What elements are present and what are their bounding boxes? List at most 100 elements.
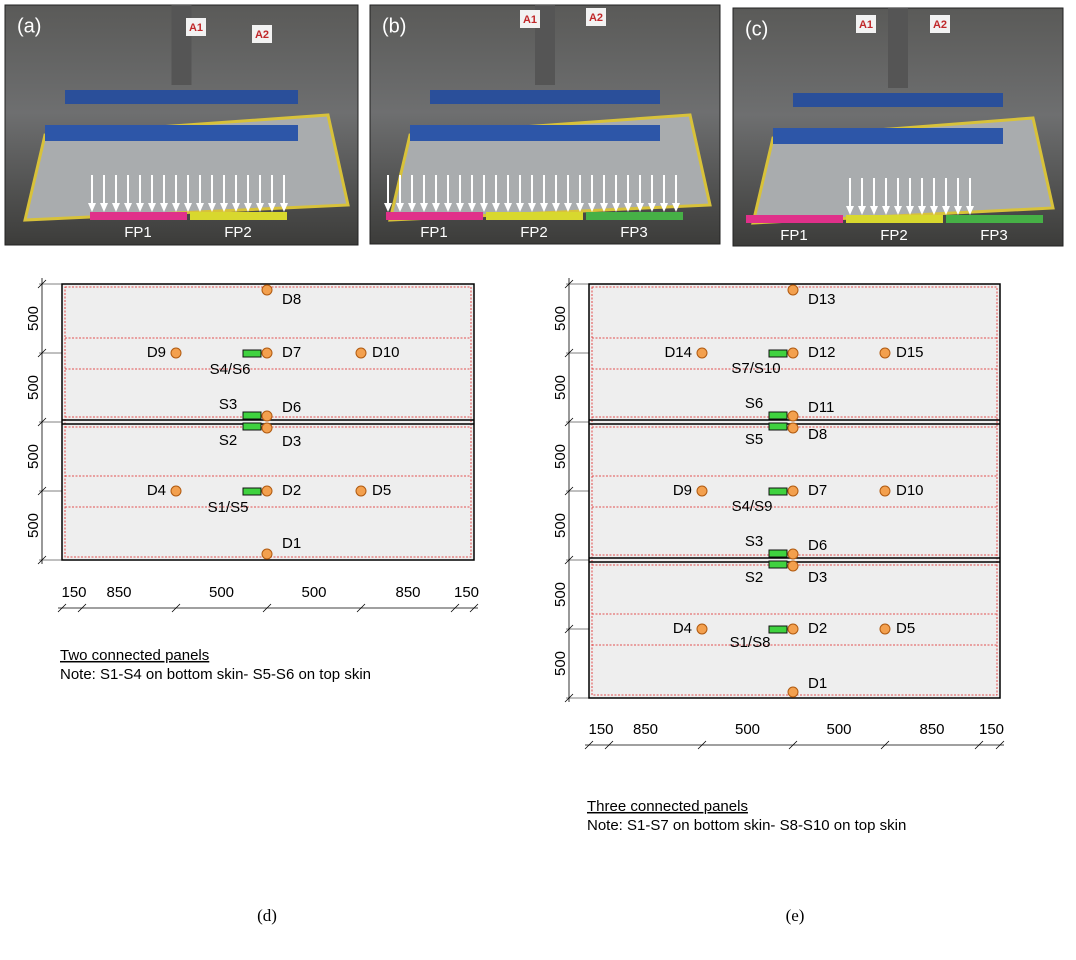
displacement-sensor: [262, 486, 272, 496]
displacement-sensor: [262, 285, 272, 295]
strain-gauge: [243, 412, 261, 419]
sensor-label: D10: [896, 482, 924, 499]
sensor-label: D10: [372, 344, 400, 361]
dimension-label: 500: [25, 444, 42, 469]
beam: [410, 125, 660, 141]
strip-label: FP2: [224, 224, 252, 241]
strain-gauge: [243, 350, 261, 357]
caption-title: Two connected panels: [60, 647, 209, 664]
displacement-sensor: [697, 348, 707, 358]
displacement-sensor: [788, 624, 798, 634]
gauge-label: S5: [745, 431, 763, 448]
dimension-label: 850: [633, 721, 658, 738]
gauge-label: S2: [745, 569, 763, 586]
dimension-label: 500: [209, 584, 234, 601]
beam: [65, 90, 298, 104]
strain-gauge: [769, 412, 787, 419]
sensor-label: D1: [282, 535, 301, 552]
strain-gauge: [769, 488, 787, 495]
subfigure-label: (e): [786, 906, 805, 925]
photo: A1A2(a)FP1FP2: [5, 5, 358, 245]
sensor-label: D9: [673, 482, 692, 499]
sensor-label: D14: [664, 344, 692, 361]
sensor-label: D11: [808, 399, 834, 416]
dimension-label: 150: [454, 584, 479, 601]
dimension-label: 500: [552, 582, 569, 607]
sensor-label: D1: [808, 675, 827, 692]
gauge-label: S3: [745, 533, 763, 550]
strain-gauge: [769, 550, 787, 557]
dimension-label: 500: [735, 721, 760, 738]
strip: [486, 212, 583, 220]
sign-text: A2: [933, 19, 947, 31]
displacement-sensor: [788, 486, 798, 496]
strip: [386, 212, 483, 220]
displacement-sensor: [880, 624, 890, 634]
dimension-label: 150: [979, 721, 1004, 738]
caption-note: Note: S1-S7 on bottom skin- S8-S10 on to…: [587, 817, 906, 834]
gauge-label: S2: [219, 432, 237, 449]
strip: [746, 215, 843, 223]
displacement-sensor: [262, 549, 272, 559]
dimension-label: 500: [552, 651, 569, 676]
sensor-label: D4: [673, 620, 692, 637]
caption-note: Note: S1-S4 on bottom skin- S5-S6 on top…: [60, 666, 371, 683]
sensor-label: D6: [282, 399, 301, 416]
sensor-label: D12: [808, 344, 836, 361]
strain-gauge: [243, 423, 261, 430]
dimension-label: 500: [826, 721, 851, 738]
column: [172, 5, 192, 85]
gauge-label: S7/S10: [731, 360, 780, 377]
photo-label: (a): [17, 15, 41, 37]
gauge-label: S3: [219, 396, 237, 413]
dimension-label: 500: [552, 306, 569, 331]
displacement-sensor: [880, 348, 890, 358]
dimension-label: 500: [552, 444, 569, 469]
gauge-label: S6: [745, 395, 763, 412]
beam: [430, 90, 660, 104]
strain-gauge: [769, 350, 787, 357]
displacement-sensor: [788, 348, 798, 358]
gauge-label: S1/S5: [208, 499, 249, 516]
strip-label: FP1: [780, 227, 808, 244]
displacement-sensor: [788, 285, 798, 295]
figure: A1A2(a)FP1FP2A1A2(b)FP1FP2FP3A1A2(c)FP1F…: [0, 0, 1076, 960]
beam: [773, 128, 1003, 144]
dimension-label: 500: [301, 584, 326, 601]
strip-label: FP2: [880, 227, 908, 244]
strain-gauge: [769, 626, 787, 633]
strain-gauge: [243, 488, 261, 495]
displacement-sensor: [356, 348, 366, 358]
sign-text: A2: [255, 29, 269, 41]
strip: [846, 215, 943, 223]
gauge-label: S1/S8: [730, 634, 771, 651]
strip-label: FP3: [620, 224, 648, 241]
sensor-label: D2: [282, 482, 301, 499]
dimension-label: 850: [106, 584, 131, 601]
displacement-sensor: [356, 486, 366, 496]
sensor-label: D15: [896, 344, 924, 361]
strip: [190, 212, 287, 220]
displacement-sensor: [788, 411, 798, 421]
sensor-label: D8: [808, 426, 827, 443]
sensor-label: D6: [808, 537, 827, 554]
gauge-label: S4/S6: [210, 361, 251, 378]
dimension-label: 500: [552, 375, 569, 400]
sign-text: A2: [589, 12, 603, 24]
sensor-label: D5: [896, 620, 915, 637]
displacement-sensor: [788, 549, 798, 559]
beam: [793, 93, 1003, 107]
sign-text: A1: [523, 14, 537, 26]
displacement-sensor: [788, 687, 798, 697]
sensor-label: D3: [282, 433, 301, 450]
displacement-sensor: [171, 348, 181, 358]
displacement-sensor: [262, 423, 272, 433]
displacement-sensor: [171, 486, 181, 496]
sensor-label: D4: [147, 482, 166, 499]
subfigure-label: (d): [257, 906, 277, 925]
dimension-label: 850: [919, 721, 944, 738]
displacement-sensor: [262, 348, 272, 358]
displacement-sensor: [788, 423, 798, 433]
